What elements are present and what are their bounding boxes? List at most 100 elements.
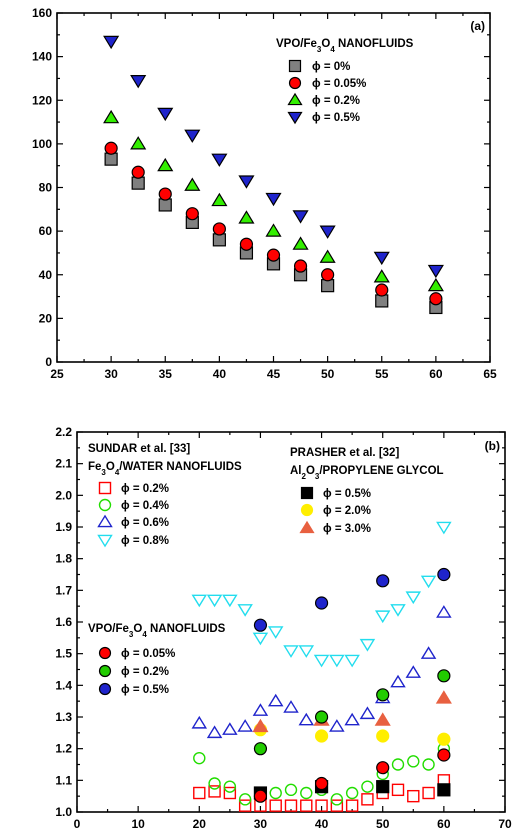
data-point [345,799,359,812]
data-point [300,786,313,800]
data-point [330,793,344,806]
data-point [315,799,328,812]
data-point [436,521,452,535]
y-tick-label: 1.9 [55,520,72,534]
legend-label-b: ϕ = 0.2% [121,666,169,678]
data-point [206,725,223,739]
panel-label-b: (b) [485,439,500,453]
data-point [314,596,329,610]
data-point [374,610,391,624]
x-tick-label: 50 [376,817,390,831]
data-point [376,729,390,743]
x-tick-label: 45 [267,367,281,381]
legend-label-a: ϕ = 0.5% [312,112,360,124]
x-tick-label: 55 [375,367,389,381]
data-point [314,710,329,724]
y-tick-label: 1.3 [55,710,72,724]
legend-marker-a-0 [288,59,302,73]
legend-label-a: ϕ = 0.05% [312,78,366,90]
data-point [284,783,298,797]
data-point [223,786,237,800]
y-tick-label: 2.0 [55,488,72,502]
y-tick-label: 100 [32,137,52,151]
data-point [212,233,226,247]
data-point [321,268,335,282]
y-tick-label: 80 [39,181,53,195]
y-tick-label: 120 [32,93,52,107]
data-point [373,251,390,266]
legend-subtitle-sundar: Fe3O4/WATER NANOFLUIDS [88,461,242,477]
data-point [191,715,208,729]
y-tick-label: 0 [45,355,52,369]
data-point [103,109,120,124]
data-point [405,665,422,678]
data-point [319,225,336,239]
data-point [158,187,172,201]
data-point [265,192,282,207]
series-a-1 [104,141,443,306]
data-point [376,761,390,775]
legend-marker [98,664,112,678]
y-tick-label: 2.2 [55,425,72,439]
legend-marker-b-1 [98,498,112,512]
data-point [298,645,315,658]
y-tick-label: 1.0 [55,805,72,819]
series-b-3 [191,521,452,668]
legend-marker [288,59,302,73]
data-point [193,751,206,765]
data-point [252,718,269,733]
data-point [374,712,391,726]
panel-label-a: (a) [470,19,485,33]
series-b-4 [253,780,451,800]
data-point [376,780,390,794]
data-point [222,722,238,735]
legend-marker [300,503,314,517]
data-point [283,700,299,713]
data-point [238,793,252,806]
data-point [193,786,206,800]
data-point [427,264,444,279]
legend-label-b: ϕ = 0.05% [121,648,175,660]
data-point [298,712,315,726]
legend-marker-b-5 [300,503,314,517]
data-point [376,574,390,588]
x-tick-label: 20 [193,817,207,831]
legend-label-b: ϕ = 0.6% [121,517,169,529]
data-point [329,654,345,668]
data-point [184,129,201,143]
x-tick-label: 35 [159,367,173,381]
data-point [265,223,282,237]
legend-marker-b-9 [98,682,112,696]
y-tick-label: 1.4 [55,678,72,692]
data-point [375,294,389,308]
data-point [437,567,451,582]
legend-marker-b-6 [299,520,315,534]
data-point [361,780,374,793]
y-tick-label: 1.5 [55,647,72,661]
legend-marker-a-1 [288,76,302,90]
data-point [130,75,147,89]
legend-marker [299,520,315,534]
data-point [208,777,221,790]
legend-label-a: ϕ = 0% [312,61,350,73]
data-point [237,719,253,732]
data-point [103,35,120,50]
y-tick-label: 1.1 [55,773,72,787]
legend-title-prasher: PRASHER et al. [32] [290,447,399,459]
data-point [437,669,451,683]
data-point [208,785,221,798]
legend-label-b: ϕ = 3.0% [323,523,371,535]
y-tick-label: 2.1 [55,457,72,471]
data-point [422,786,435,800]
data-point [314,729,329,743]
data-point [211,153,228,167]
data-point [131,176,145,190]
data-point [344,654,360,668]
series-a-3 [103,35,444,279]
x-tick-label: 40 [315,817,329,831]
legend-marker [98,498,112,512]
data-point [292,236,309,250]
legend-marker-b-8 [98,664,112,678]
data-point [223,780,237,793]
legend-marker [300,486,314,500]
